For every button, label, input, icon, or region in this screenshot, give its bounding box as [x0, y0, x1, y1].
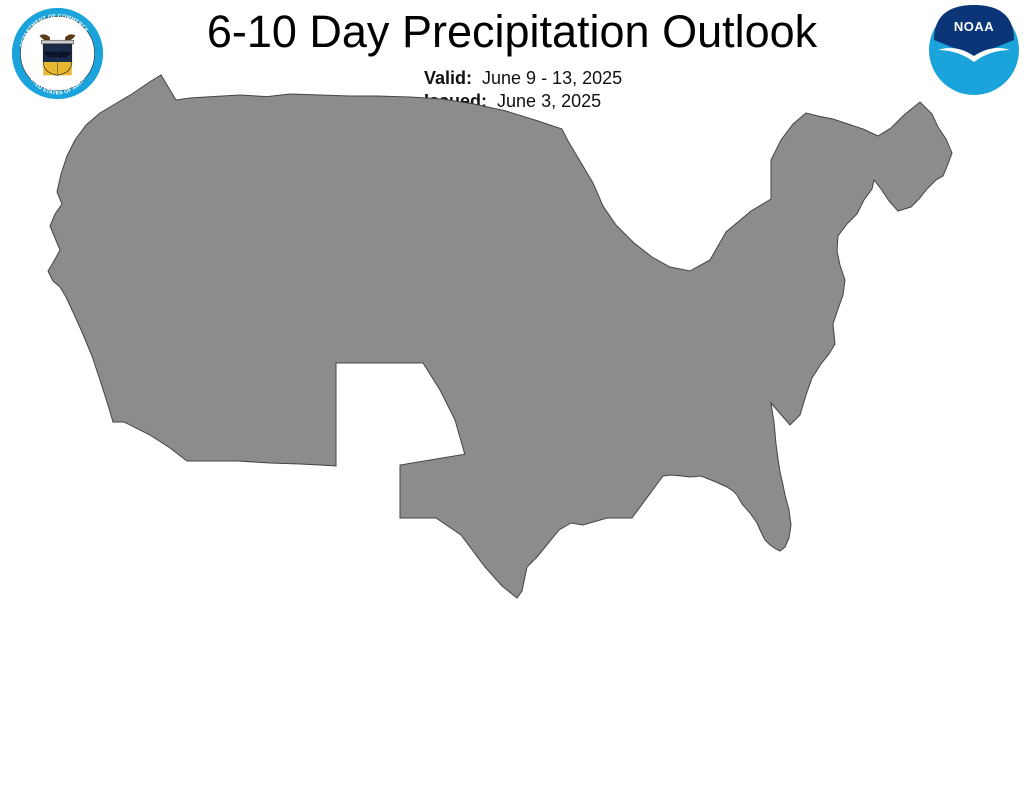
svg-text:NOAA: NOAA [954, 19, 994, 34]
